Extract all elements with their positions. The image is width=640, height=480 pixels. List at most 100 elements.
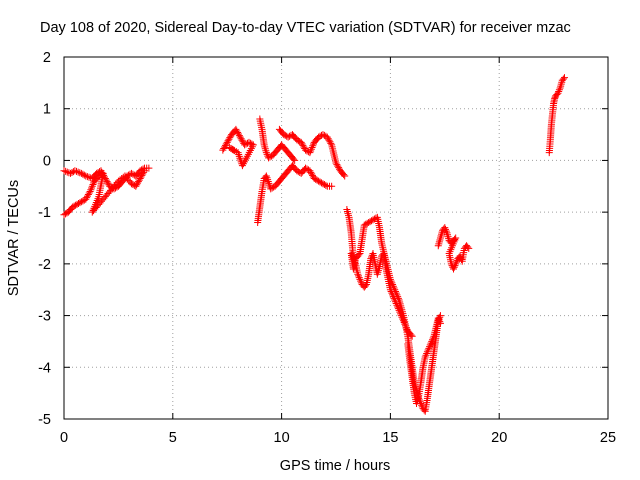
- data-point: [284, 133, 292, 141]
- data-point: [386, 275, 394, 283]
- data-point: [88, 184, 96, 192]
- data-point: [134, 179, 142, 187]
- data-point: [302, 164, 310, 172]
- data-point: [560, 74, 568, 82]
- data-point: [222, 140, 230, 148]
- data-point: [450, 265, 458, 273]
- data-point: [227, 144, 235, 152]
- data-point: [139, 170, 147, 178]
- data-point: [307, 168, 315, 176]
- data-point: [291, 156, 299, 164]
- data-point: [236, 133, 244, 141]
- data-point: [307, 147, 315, 155]
- data-point: [299, 141, 307, 149]
- data-point: [245, 138, 253, 146]
- data-point: [127, 169, 135, 177]
- data-point: [219, 146, 227, 154]
- y-tick-label: 2: [43, 50, 51, 66]
- data-point: [308, 144, 316, 151]
- data-point: [236, 154, 244, 162]
- data-point: [302, 146, 310, 154]
- data-point: [85, 189, 93, 197]
- data-point: [553, 90, 561, 98]
- data-point: [265, 154, 273, 162]
- data-point: [220, 145, 228, 153]
- data-point: [293, 167, 301, 175]
- data-point: [67, 169, 75, 177]
- data-point: [355, 274, 363, 282]
- data-point: [225, 135, 233, 143]
- data-point: [309, 142, 317, 150]
- data-point: [90, 179, 98, 187]
- data-point: [559, 75, 567, 83]
- data-point: [237, 135, 245, 143]
- data-point: [317, 179, 325, 187]
- data-point: [363, 219, 371, 227]
- data-point: [79, 170, 87, 178]
- data-point: [452, 260, 460, 268]
- data-point: [368, 217, 376, 225]
- x-tick-label: 10: [274, 430, 290, 446]
- data-point: [434, 314, 442, 322]
- data-point: [394, 294, 402, 302]
- x-tick-label: 0: [60, 430, 68, 446]
- data-point: [390, 284, 398, 292]
- data-point: [225, 144, 233, 151]
- data-point: [310, 175, 318, 183]
- data-point: [451, 262, 459, 270]
- data-point: [426, 341, 434, 349]
- data-point: [554, 89, 562, 97]
- data-point: [391, 286, 399, 294]
- data-point: [132, 182, 140, 190]
- data-point: [80, 171, 88, 179]
- data-point: [140, 168, 148, 176]
- data-point: [127, 180, 135, 188]
- data-point: [394, 293, 402, 301]
- data-point: [341, 172, 349, 180]
- data-point: [70, 202, 78, 210]
- data-point: [230, 146, 238, 154]
- data-point: [62, 167, 70, 175]
- data-point: [429, 334, 437, 342]
- data-point: [68, 168, 76, 176]
- data-point: [300, 143, 308, 151]
- data-point: [355, 251, 363, 259]
- data-point: [104, 179, 112, 187]
- data-point: [293, 136, 301, 144]
- data-point: [72, 201, 80, 209]
- data-point: [138, 171, 146, 179]
- data-point: [89, 181, 97, 189]
- data-point: [308, 171, 316, 179]
- data-point: [435, 316, 443, 324]
- data-point: [73, 167, 81, 175]
- data-point: [306, 149, 314, 157]
- data-point: [333, 161, 341, 169]
- data-point: [426, 343, 434, 351]
- data-point: [145, 164, 153, 172]
- data-point: [82, 195, 90, 203]
- x-axis-label: GPS time / hours: [280, 458, 390, 474]
- data-point: [290, 155, 298, 163]
- data-point: [226, 134, 234, 142]
- data-point: [312, 175, 320, 183]
- data-point: [82, 172, 90, 180]
- x-tick-label: 25: [600, 430, 616, 446]
- data-point: [555, 86, 563, 94]
- data-point: [357, 277, 365, 285]
- data-point: [423, 349, 431, 357]
- data-point: [313, 176, 321, 184]
- data-point: [435, 238, 443, 246]
- data-point: [442, 227, 450, 235]
- y-tick-label: -1: [38, 205, 51, 221]
- data-point: [436, 236, 444, 244]
- data-point: [315, 177, 323, 185]
- data-point: [452, 258, 460, 266]
- data-points: [60, 74, 568, 415]
- data-point: [233, 127, 241, 135]
- data-point: [87, 186, 95, 194]
- data-point: [235, 152, 243, 160]
- data-point: [223, 138, 231, 146]
- data-point: [334, 162, 342, 170]
- data-point: [60, 167, 68, 175]
